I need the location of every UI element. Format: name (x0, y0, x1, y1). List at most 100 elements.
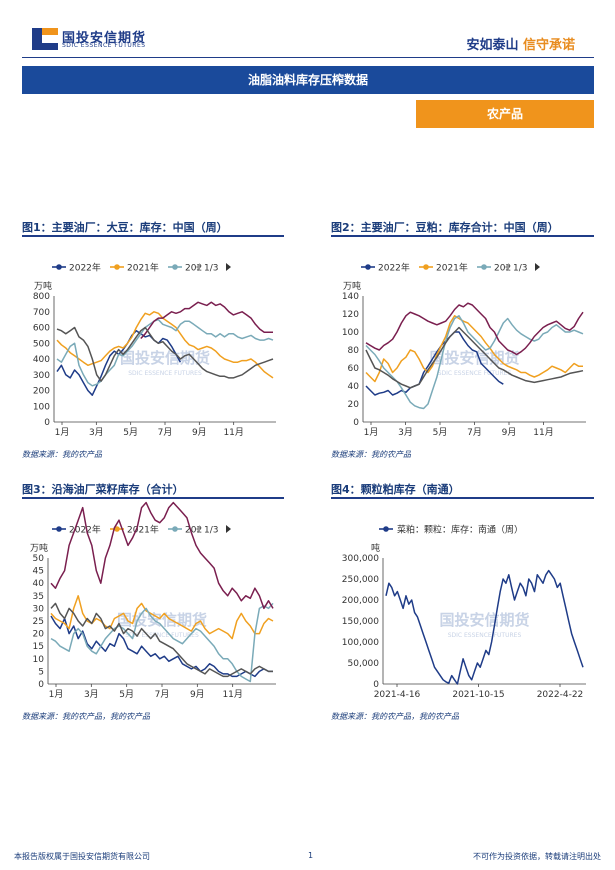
legend-label: 2021年 (127, 262, 159, 274)
y-tick-label: 700 (33, 308, 50, 318)
y-tick-label: 120 (342, 310, 359, 320)
legend-marker (365, 264, 371, 270)
legend-marker (114, 526, 120, 532)
y-tick-label: 45 (33, 567, 44, 577)
footer-disclaimer: 不可作为投资依据，转载请注明出处 (473, 852, 601, 861)
y-axis-unit: 万吨 (30, 542, 48, 554)
legend-label: 202 (494, 264, 511, 274)
x-tick-label: 7月 (155, 689, 170, 700)
legend-label: 2022年 (69, 524, 101, 536)
x-tick-label: 9月 (502, 427, 517, 438)
y-axis-unit: 吨 (371, 542, 380, 554)
legend-page-indicator: 1/3 (204, 526, 218, 536)
y-tick-label: 0 (373, 680, 379, 690)
x-tick-label: 11月 (533, 427, 553, 438)
series-line-1 (365, 315, 583, 383)
y-axis-unit: 万吨 (343, 280, 361, 292)
y-tick-label: 200,000 (342, 596, 379, 606)
x-tick-label: 2021-4-16 (374, 690, 421, 700)
y-tick-label: 100 (33, 402, 50, 412)
series-line-2 (56, 318, 274, 387)
slogan: 安如泰山 信守承诺 (466, 34, 575, 53)
legend-page-indicator: 1/3 (204, 264, 218, 274)
company-logo-icon (32, 28, 58, 50)
legend-marker (56, 264, 62, 270)
y-tick-label: 80 (348, 346, 360, 356)
figure-3-source: 数据来源：我的农产品，我的农产品 (22, 712, 150, 721)
y-axis-unit: 万吨 (34, 280, 52, 292)
series-line-2 (365, 315, 584, 410)
x-tick-label: 1月 (49, 689, 64, 700)
y-tick-label: 300 (33, 371, 50, 381)
chart-pellet-meal-stock: 国投安信期货 SDIC ESSENCE FUTURES 菜粕：颗粒：库存：南通（周）… (342, 524, 586, 700)
figure-2-title: 图2：主要油厂：豆粕：库存合计：中国（周） (331, 221, 559, 234)
x-tick-label: 7月 (158, 427, 173, 438)
watermark-text-en: SDIC ESSENCE FUTURES (128, 370, 202, 377)
y-tick-label: 50,000 (348, 659, 380, 669)
legend-marker (114, 264, 120, 270)
slogan-part-b: 信守承诺 (522, 38, 575, 53)
figure-4-title: 图4：颗粒粕库存（南通） (331, 483, 460, 496)
figure-1-source: 数据来源：我的农产品 (22, 450, 102, 459)
watermark-text-en: SDIC ESSENCE FUTURES (448, 632, 522, 639)
brand-name-en: SDIC ESSENCE FUTURES (62, 42, 146, 49)
x-tick-label: 3月 (89, 427, 104, 438)
y-tick-label: 50 (33, 554, 45, 564)
x-tick-label: 5月 (433, 427, 448, 438)
legend-marker (56, 526, 62, 532)
x-tick-label: 5月 (123, 427, 138, 438)
y-tick-label: 500 (33, 339, 50, 349)
legend-next-icon (226, 525, 231, 533)
y-tick-label: 150,000 (342, 617, 379, 627)
series-line-0 (365, 331, 504, 396)
y-tick-label: 400 (33, 355, 50, 365)
series-line-3 (365, 302, 584, 356)
x-tick-label: 3月 (84, 689, 99, 700)
legend-marker (481, 264, 487, 270)
y-tick-label: 140 (342, 292, 359, 302)
legend-label: 202 (185, 264, 202, 274)
footer-copyright: 本报告版权属于国投安信期货有限公司 (14, 852, 150, 861)
legend-marker (172, 264, 178, 270)
legend-label: 202 (185, 526, 202, 536)
legend-page-indicator: 1/3 (513, 264, 527, 274)
legend-marker (423, 264, 429, 270)
series-line-4 (56, 326, 274, 382)
y-tick-label: 200 (33, 387, 50, 397)
x-tick-label: 5月 (119, 689, 134, 700)
figure-3-rule (22, 497, 284, 499)
series-line-4 (50, 602, 273, 678)
series-line-2 (50, 602, 274, 683)
brand-name-cn: 国投安信期货 (62, 31, 147, 46)
figure-3-title: 图3：沿海油厂菜籽库存（合计） (22, 483, 184, 496)
y-tick-label: 0 (38, 680, 44, 690)
y-tick-label: 35 (33, 592, 44, 602)
x-tick-label: 3月 (398, 427, 413, 438)
series-line-3 (50, 501, 274, 610)
x-tick-label: 11月 (222, 689, 242, 700)
legend-prev-icon (505, 263, 509, 271)
series-line-0 (50, 615, 273, 678)
series-line-3 (140, 301, 273, 340)
section-label: 农产品 (416, 100, 594, 128)
x-tick-label: 11月 (223, 427, 243, 438)
y-tick-label: 30 (33, 604, 45, 614)
footer-page-number: 1 (308, 851, 314, 860)
figure-1-rule (22, 235, 284, 237)
series-line-1 (50, 595, 274, 640)
legend-label: 2022年 (69, 262, 101, 274)
slogan-part-a: 安如泰山 (466, 38, 519, 53)
y-tick-label: 40 (33, 579, 45, 589)
figure-4-rule (331, 497, 594, 499)
y-tick-label: 100,000 (342, 638, 379, 648)
y-tick-label: 20 (33, 630, 45, 640)
y-tick-label: 300,000 (342, 554, 379, 564)
x-tick-label: 7月 (467, 427, 482, 438)
y-tick-label: 800 (33, 292, 50, 302)
watermark-text: 国投安信期货 (429, 349, 519, 367)
legend-next-icon (535, 263, 540, 271)
watermark-text: 国投安信期货 (120, 349, 210, 367)
legend-marker (383, 526, 389, 532)
x-tick-label: 1月 (364, 427, 379, 438)
y-tick-label: 5 (38, 667, 44, 677)
